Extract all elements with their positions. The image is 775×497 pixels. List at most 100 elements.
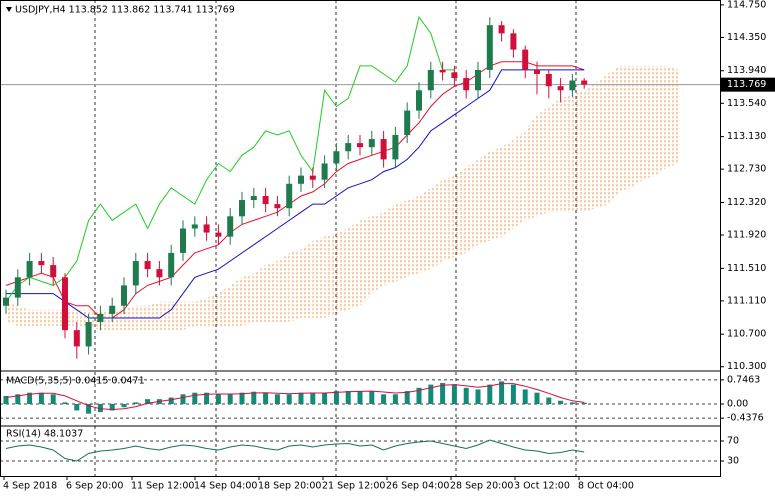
cloud-segment <box>537 106 549 217</box>
candle-body <box>545 74 552 87</box>
x-tick-label: 21 Sep 12:00 <box>322 481 385 492</box>
cloud-segment <box>478 151 490 245</box>
cloud-segment <box>265 261 278 323</box>
macd-bar <box>428 384 434 404</box>
macd-bar <box>440 382 446 404</box>
cloud-segment <box>560 94 573 213</box>
macd-bar <box>534 392 540 404</box>
macd-bar <box>239 392 245 404</box>
candle-body <box>239 200 245 217</box>
frame <box>0 0 721 477</box>
macd-bar <box>322 392 328 404</box>
candle-body <box>498 25 505 34</box>
macd-bar <box>558 400 564 404</box>
candle-body <box>557 86 564 91</box>
y-tick-label: 113.540 <box>727 98 766 109</box>
macd-title: MACD(5,35,5) 0.0415 0.0471 <box>6 376 145 387</box>
candle-body <box>203 224 210 233</box>
y-tick-label: 30 <box>727 456 739 467</box>
x-tick-label: 18 Sep 20:00 <box>258 481 321 492</box>
cloud-segment <box>159 301 172 331</box>
candle-body <box>274 204 281 209</box>
cloud-segment <box>253 265 266 323</box>
y-tick-label: 111.110 <box>727 295 766 306</box>
macd-bar <box>74 403 80 411</box>
cloud-segment <box>442 175 455 262</box>
cloud-segment <box>572 90 585 213</box>
candle-body <box>144 261 151 270</box>
symbol-icon <box>6 7 12 12</box>
macd-bar <box>50 394 56 404</box>
candle-body <box>475 69 481 91</box>
macd-bar <box>204 392 210 404</box>
candle-body <box>333 151 340 164</box>
y-tick-label: 113.130 <box>727 131 766 142</box>
macd-bar <box>392 394 398 404</box>
y-tick-label: 110.700 <box>727 329 766 340</box>
rsi-line <box>5 439 585 462</box>
candle-body <box>26 261 33 278</box>
cloud-segment <box>301 240 313 318</box>
macd-bar <box>357 391 363 404</box>
cloud-segment <box>525 114 537 221</box>
macd-bar <box>581 402 587 404</box>
candle-body <box>486 25 493 70</box>
y-tick-label: 112.320 <box>727 197 766 208</box>
cloud-segment <box>513 130 526 229</box>
candle-body <box>262 195 269 205</box>
cloud-segment <box>312 236 325 318</box>
cloud-segment <box>206 293 219 327</box>
macd-bar <box>499 381 505 404</box>
candle-body <box>250 195 257 201</box>
candle-body <box>427 69 434 91</box>
y-tick-label: 0.7463 <box>727 374 760 385</box>
candle-body <box>404 110 411 135</box>
candle-body <box>522 49 529 70</box>
macd-bar <box>97 403 103 413</box>
cloud-segment <box>454 167 467 257</box>
cloud-segment <box>112 309 124 331</box>
macd-bar <box>263 392 269 404</box>
candle-body <box>534 69 540 74</box>
candle-body <box>156 269 163 278</box>
cloud-segment <box>501 139 514 237</box>
candle-body <box>168 252 175 278</box>
macd-bar <box>510 384 516 404</box>
candle-body <box>132 261 139 286</box>
cloud-segment <box>584 82 596 213</box>
candle-body <box>227 216 234 237</box>
y-tick-label: 110.300 <box>727 361 766 372</box>
cloud-segment <box>230 277 242 327</box>
candle-body <box>180 228 186 253</box>
cloud-segment <box>29 309 42 327</box>
macd-bar <box>168 397 174 404</box>
macd-bar <box>27 392 33 404</box>
rsi-title: RSI(14) 48.1037 <box>6 429 83 440</box>
cloud-segment <box>655 65 667 176</box>
macd-bar <box>463 387 469 404</box>
macd-bar <box>180 394 186 404</box>
candle-body <box>73 330 80 347</box>
macd-bar <box>86 403 92 414</box>
last-price-box <box>720 77 775 92</box>
macd-bar <box>15 394 21 404</box>
cloud-segment <box>147 301 160 331</box>
macd-bar <box>487 384 493 404</box>
macd-bar <box>215 394 221 404</box>
cloud-segment <box>348 220 360 310</box>
macd-bar <box>546 397 552 404</box>
cloud-segment <box>17 305 30 327</box>
candle-body <box>215 232 222 237</box>
macd-bar <box>369 391 375 404</box>
cloud-segment <box>631 65 644 188</box>
candle-body <box>97 313 104 323</box>
cloud-segment <box>489 147 502 241</box>
x-tick-label: 6 Sep 20:00 <box>66 481 123 492</box>
y-tick-label: 114.750 <box>727 0 766 10</box>
x-tick-label: 11 Sep 12:00 <box>131 481 194 492</box>
cloud-segment <box>607 65 620 205</box>
macd-bar <box>310 392 316 404</box>
cloud-segment <box>242 273 254 327</box>
cloud-segment <box>194 297 207 327</box>
y-tick-label: 0.00 <box>727 398 748 409</box>
